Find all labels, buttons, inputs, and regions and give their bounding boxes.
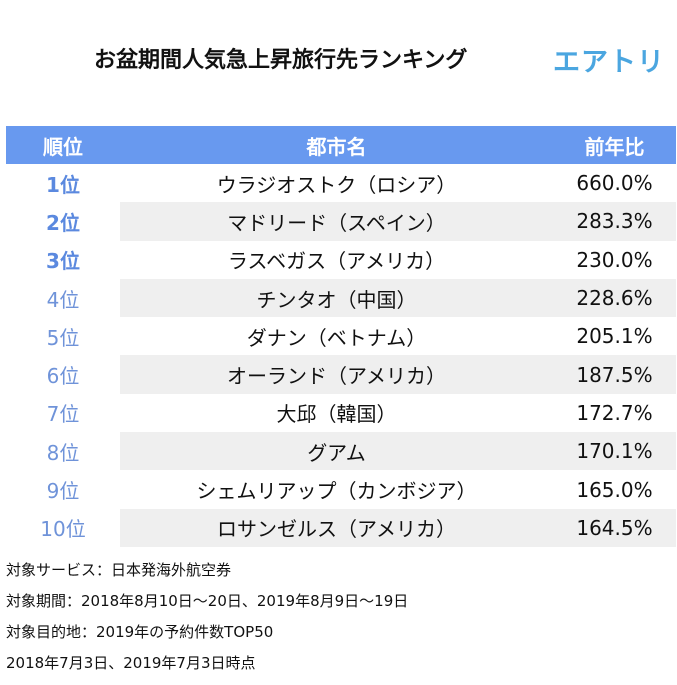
city-cell: グアム <box>120 432 553 471</box>
ratio-cell: 660.0% <box>576 171 653 196</box>
city-cell: ロサンゼルス（アメリカ） <box>120 508 553 547</box>
page-header: お盆期間人気急上昇旅行先ランキング エアトリ <box>0 0 677 126</box>
ratio-cell: 230.0% <box>576 247 653 272</box>
city-cell: ウラジオストク（ロシア） <box>216 172 457 197</box>
table-row: 7位 大邱（韓国） 172.7% <box>6 393 676 433</box>
rank-cell: 2位 <box>6 202 120 241</box>
table-header: 順位 都市名 前年比 <box>6 126 676 164</box>
city-cell: チンタオ（中国） <box>120 278 553 318</box>
ratio-cell: 205.1% <box>576 324 653 349</box>
note-service: 対象サービス：日本発海外航空券 <box>6 561 232 579</box>
rank-cell: 8位 <box>6 432 120 471</box>
ratio-cell: 172.7% <box>576 400 653 425</box>
rank-cell: 1位 <box>6 164 120 203</box>
rank-cell: 9位 <box>6 470 120 509</box>
note-asof: 2018年7月3日、2019年7月3日時点 <box>6 654 256 672</box>
rank-cell: 4位 <box>6 278 120 318</box>
ratio-cell: 187.5% <box>553 355 676 394</box>
rank-cell: 10位 <box>6 508 120 547</box>
column-header-rank: 順位 <box>43 134 83 159</box>
city-cell: ラスベガス（アメリカ） <box>227 249 446 274</box>
city-cell: シェムリアップ（カンボジア） <box>196 479 477 504</box>
column-header-ratio: 前年比 <box>584 134 645 159</box>
table-row: 1位 ウラジオストク（ロシア） 660.0% <box>6 164 676 203</box>
table-row: 8位 グアム 170.1% <box>6 432 676 471</box>
page-title: お盆期間人気急上昇旅行先ランキング <box>94 48 468 73</box>
brand-logo: エアトリ <box>553 47 665 78</box>
ratio-cell: 170.1% <box>553 432 676 471</box>
table-row: 5位 ダナン（ベトナム） 205.1% <box>6 317 676 356</box>
rank-cell: 6位 <box>6 355 120 394</box>
ratio-cell: 228.6% <box>553 278 676 318</box>
table-row: 6位 オーランド（アメリカ） 187.5% <box>6 355 676 394</box>
city-cell: マドリード（スペイン） <box>120 202 553 241</box>
footnotes: 対象サービス：日本発海外航空券 対象期間：2018年8月10日～20日、2019… <box>6 555 408 679</box>
table-row: 3位 ラスベガス（アメリカ） 230.0% <box>6 240 676 279</box>
city-cell: オーランド（アメリカ） <box>120 355 553 394</box>
rank-cell: 3位 <box>6 240 120 279</box>
note-period: 対象期間：2018年8月10日～20日、2019年8月9日～19日 <box>6 592 409 610</box>
table-row: 4位 チンタオ（中国） 228.6% <box>6 278 676 318</box>
column-header-city: 都市名 <box>306 134 367 159</box>
table-row: 9位 シェムリアップ（カンボジア） 165.0% <box>6 470 676 509</box>
table-row: 2位 マドリード（スペイン） 283.3% <box>6 202 676 241</box>
city-cell: ダナン（ベトナム） <box>246 325 427 350</box>
city-cell: 大邱（韓国） <box>276 402 397 427</box>
ratio-cell: 165.0% <box>576 477 653 502</box>
table-row: 10位 ロサンゼルス（アメリカ） 164.5% <box>6 508 676 547</box>
ranking-table: 順位 都市名 前年比 1位 ウラジオストク（ロシア） 660.0% 2位 マドリ… <box>6 126 676 547</box>
ratio-cell: 164.5% <box>553 508 676 547</box>
ratio-cell: 283.3% <box>553 202 676 241</box>
note-destination: 対象目的地：2019年の予約件数TOP50 <box>6 623 274 641</box>
rank-cell: 7位 <box>6 393 120 433</box>
rank-cell: 5位 <box>6 317 120 356</box>
